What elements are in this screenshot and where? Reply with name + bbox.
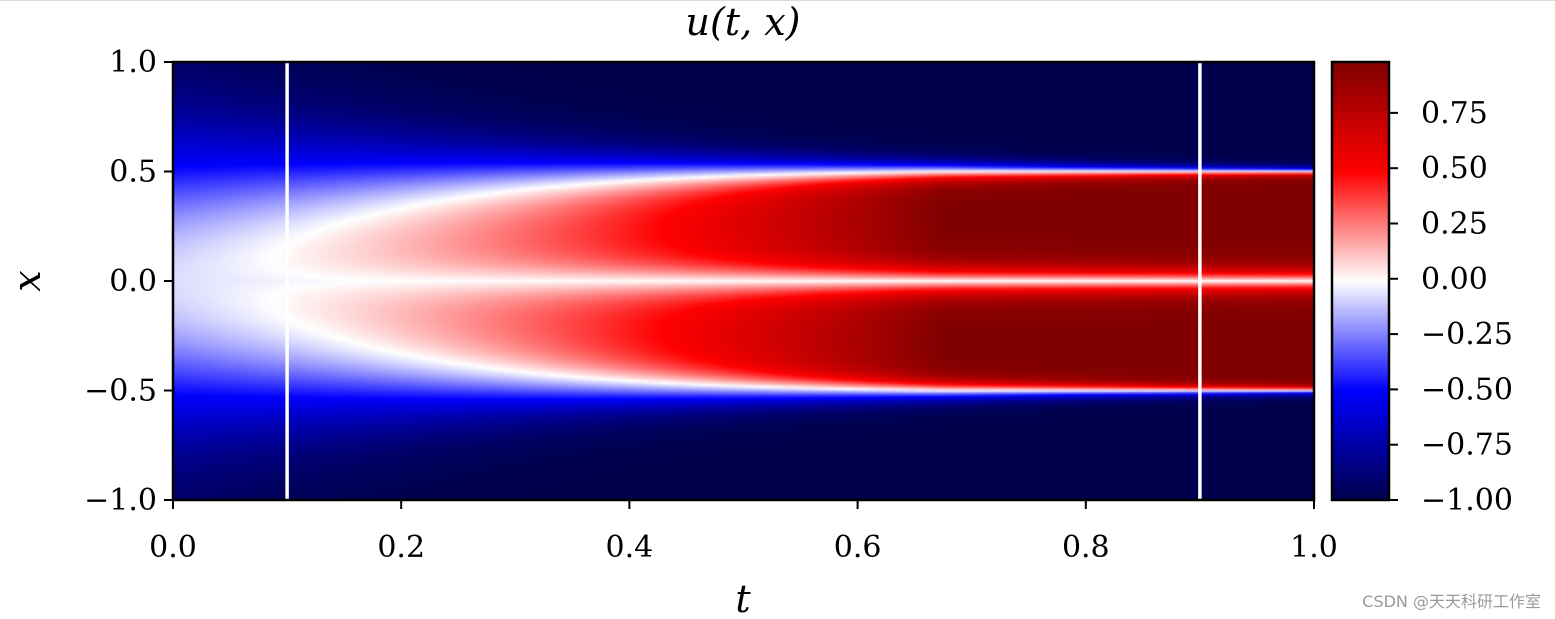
x-tick-label: 0.4 — [606, 530, 654, 565]
y-axis-label: x — [5, 270, 49, 291]
colorbar-ticks: 0.75 0.50 0.25 0.00 −0.25 −0.50 −0.75 −1.00 — [1389, 96, 1513, 518]
colorbar-tick-label: −0.75 — [1421, 428, 1513, 463]
y-tick-label: 0.0 — [109, 264, 157, 299]
y-axis-ticks: 1.0 0.5 0.0 −0.5 −1.0 — [84, 45, 173, 518]
y-tick-label: 1.0 — [109, 45, 157, 80]
x-axis-label: t — [735, 577, 751, 619]
x-axis-ticks: 0.0 0.2 0.4 0.6 0.8 1.0 — [149, 500, 1338, 565]
vertical-lines — [285, 62, 1202, 500]
watermark: CSDN @天天科研工作室 — [1362, 592, 1541, 611]
top-rule — [0, 0, 1555, 1]
colorbar-tick-label: 0.25 — [1421, 206, 1488, 241]
chart-title: u(t, x) — [686, 0, 801, 44]
x-tick-label: 1.0 — [1290, 530, 1338, 565]
y-tick-label: −1.0 — [84, 483, 157, 518]
y-tick-label: 0.5 — [109, 155, 157, 190]
x-tick-label: 0.6 — [834, 530, 882, 565]
heatmap-image — [173, 62, 1314, 500]
x-tick-label: 0.8 — [1062, 530, 1110, 565]
colorbar-image — [1332, 62, 1389, 500]
heatmap-plot-area — [173, 62, 1314, 500]
x-tick-label: 0.0 — [149, 530, 197, 565]
colorbar-tick-label: 0.75 — [1421, 96, 1488, 131]
colorbar-tick-label: 0.00 — [1421, 262, 1488, 297]
colorbar-tick-label: 0.50 — [1421, 151, 1488, 186]
colorbar-tick-label: −0.25 — [1421, 317, 1513, 352]
colorbar-frame — [1330, 60, 1391, 502]
y-tick-label: −0.5 — [84, 374, 157, 409]
colorbar-tick-label: −1.00 — [1421, 483, 1513, 518]
x-tick-label: 0.2 — [377, 530, 425, 565]
colorbar-tick-label: −0.50 — [1421, 372, 1513, 407]
